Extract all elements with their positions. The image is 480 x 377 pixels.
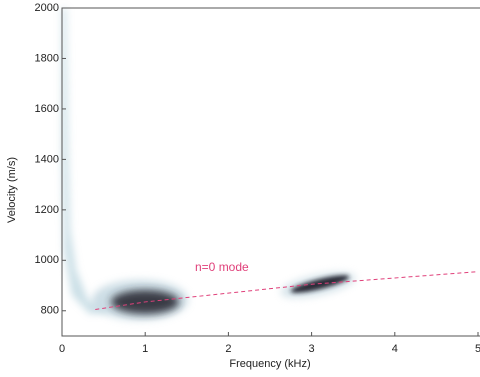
x-tick-label: 4	[392, 343, 398, 355]
y-tick-label: 1600	[35, 103, 59, 115]
mode-line	[95, 271, 479, 311]
annotation: n=0 mode	[195, 260, 249, 274]
y-tick-label: 1000	[35, 254, 59, 266]
y-tick-label: 1400	[35, 153, 59, 165]
x-tick-label: 0	[59, 343, 65, 355]
x-tick-label: 3	[309, 343, 315, 355]
plot-frame	[61, 7, 480, 337]
y-axis-title: Velocity (m/s)	[6, 157, 18, 223]
x-tick-label: 1	[142, 343, 148, 355]
x-axis-title: Frequency (kHz)	[229, 358, 310, 370]
plot-layer: 800 1000 1200 1400 1600 1800 2000 0 1 2 3 4 5	[35, 2, 480, 355]
y-tick-label: 1200	[35, 204, 59, 216]
y-tick-label: 800	[41, 305, 59, 317]
x-tick-label: 5	[475, 343, 480, 355]
x-tick-label: 2	[225, 343, 231, 355]
y-tick-label: 1800	[35, 52, 59, 64]
y-tick-label: 2000	[35, 2, 59, 14]
